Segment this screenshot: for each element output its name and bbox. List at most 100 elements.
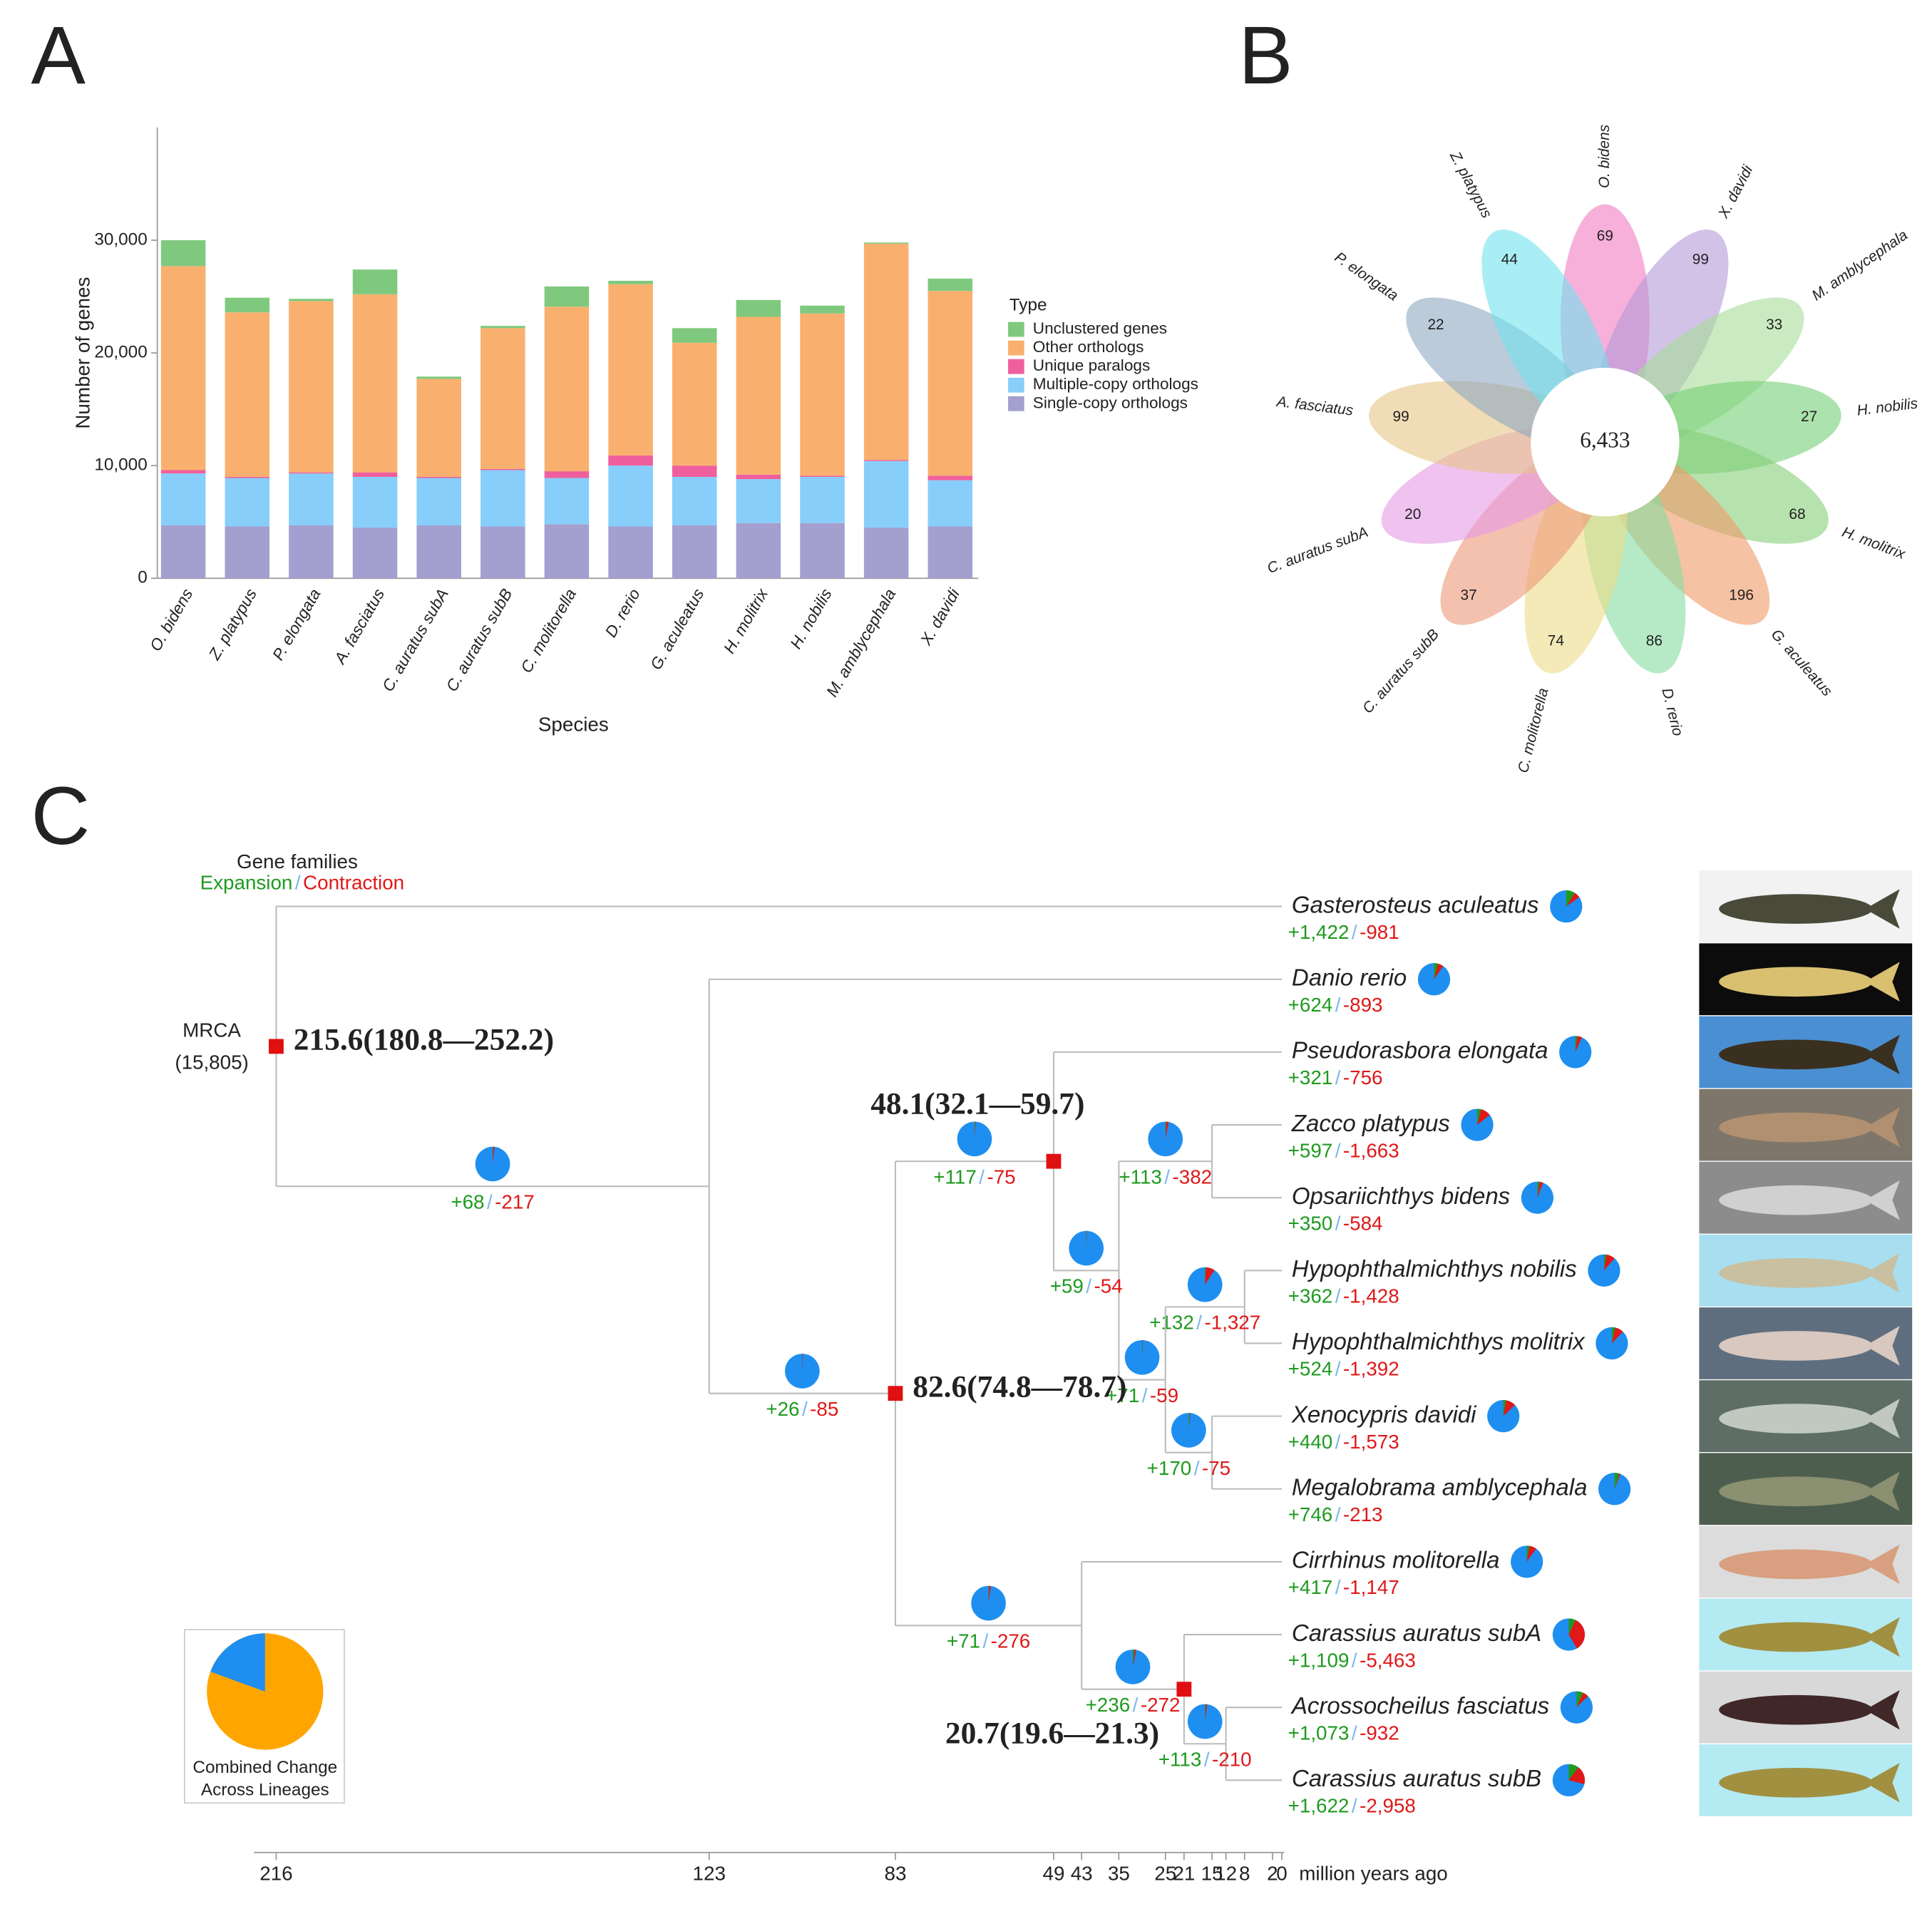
pie-wedge (1188, 1413, 1191, 1431)
fish-tail (1865, 1326, 1900, 1366)
contraction-value: -893 (1343, 994, 1383, 1016)
separator: / (1352, 1795, 1357, 1817)
contraction-value: -756 (1343, 1066, 1383, 1089)
bar-segment (544, 307, 590, 472)
separator: / (979, 1166, 985, 1188)
species-name: Acrossocheilus fasciatus (1290, 1692, 1549, 1719)
contraction-value: -59 (1150, 1384, 1178, 1406)
expansion-value: +746 (1288, 1503, 1333, 1525)
x-tick-label: 43 (1071, 1862, 1093, 1884)
bar-segment (481, 470, 525, 527)
bar-segment (160, 525, 206, 579)
change-label: +132/-1,327 (1149, 1312, 1260, 1334)
node-marker (1176, 1682, 1192, 1697)
bar-segment (672, 525, 717, 579)
species-name: Carassius auratus subB (1292, 1765, 1541, 1791)
separator: / (487, 1191, 493, 1213)
bar-segment (481, 526, 525, 579)
expansion-value: +68 (451, 1191, 484, 1213)
bar-segment (863, 460, 909, 461)
pie-wedge (1503, 1400, 1506, 1416)
species-name: Zacco platypus (1291, 1110, 1450, 1136)
pie-wedge (1537, 1181, 1540, 1198)
separator: / (1335, 994, 1341, 1016)
bar-segment (481, 468, 525, 470)
pie-wedge (1188, 1413, 1191, 1431)
divergence-time: 20.7(19.6—21.3) (945, 1717, 1159, 1751)
pie-wedge (1575, 1036, 1583, 1052)
change-label: +1,622/-2,958 (1288, 1795, 1416, 1817)
bar-segment (352, 269, 398, 294)
bar-segment (672, 342, 717, 466)
expansion-value: +624 (1288, 994, 1333, 1016)
petal-count: 69 (1597, 227, 1613, 244)
legend-swatch (1008, 321, 1024, 337)
pie-wedge (1526, 1545, 1536, 1562)
species-name: Gasterosteus aculeatus (1292, 891, 1539, 917)
expansion-value: +117 (933, 1166, 977, 1188)
separator: / (1164, 1166, 1170, 1188)
pie-wedge (1566, 890, 1575, 907)
legend-swatch (1008, 396, 1024, 411)
bar-segment (416, 478, 461, 525)
bar-segment (928, 291, 973, 476)
pie-wedge (1568, 1618, 1576, 1635)
species-name: Hypophthalmichthys nobilis (1292, 1255, 1577, 1282)
fish-tail (1865, 1107, 1900, 1148)
pie-wedge (1434, 963, 1444, 979)
bar-segment (736, 523, 781, 579)
species-name: Xenocypris davidi (1291, 1401, 1477, 1427)
pie-wedge (1133, 1650, 1136, 1667)
petal-count: 27 (1801, 408, 1817, 425)
fish-body (1719, 1622, 1873, 1652)
change-label: +440/-1,573 (1288, 1431, 1399, 1453)
bar-segment (800, 476, 845, 523)
bar-segment (416, 476, 461, 478)
change-label: +1,422/-981 (1288, 921, 1399, 943)
pie-legend-wedge (210, 1633, 265, 1692)
bar-segment (863, 460, 909, 528)
change-label: +113/-210 (1158, 1749, 1252, 1771)
bar-segment (352, 476, 398, 528)
petal-count: 44 (1501, 251, 1518, 267)
expansion-value: +71 (947, 1630, 980, 1652)
pie-wedge (802, 1354, 803, 1372)
bar-segment (672, 328, 717, 343)
pie-wedge (1526, 1545, 1530, 1562)
pie-wedge (1603, 1254, 1615, 1271)
x-tick-label: 25 (1154, 1862, 1176, 1884)
pie-base (1598, 1473, 1631, 1506)
bar-segment (225, 478, 270, 527)
pie-wedge (1142, 1339, 1144, 1358)
contraction-value: -1,147 (1343, 1576, 1399, 1598)
fish-tail (1865, 889, 1900, 929)
legend-label: Unique paralogs (1033, 356, 1150, 374)
bar-segment (544, 471, 590, 478)
bar-segment (289, 299, 334, 302)
bar-segment (736, 317, 781, 475)
bar-segment (225, 297, 270, 313)
bar-segment (544, 286, 590, 307)
fish-body (1719, 1185, 1873, 1215)
contraction-value: -981 (1360, 921, 1399, 943)
pie-legend-label: Across Lineages (201, 1780, 329, 1799)
separator: / (1335, 1358, 1341, 1380)
pie-wedge (1568, 1767, 1586, 1784)
contraction-value: -382 (1173, 1166, 1213, 1188)
bar-segment (736, 299, 781, 317)
petal-count: 68 (1789, 506, 1805, 523)
expansion-value: +113 (1158, 1749, 1202, 1771)
pie-wedge (1568, 1620, 1586, 1649)
pie-wedge (1477, 1109, 1490, 1126)
expansion-value: +350 (1288, 1213, 1333, 1235)
separator: / (802, 1398, 808, 1420)
bar-segment (160, 470, 206, 474)
pie-wedge (1503, 1400, 1515, 1416)
pie-wedge (1576, 1691, 1583, 1708)
separator: / (1352, 1722, 1357, 1744)
petal-count: 37 (1461, 587, 1477, 604)
bar-segment (672, 476, 717, 525)
change-label: +597/-1,663 (1288, 1140, 1399, 1162)
fish-tail (1865, 1544, 1900, 1585)
fish-body (1719, 967, 1873, 997)
